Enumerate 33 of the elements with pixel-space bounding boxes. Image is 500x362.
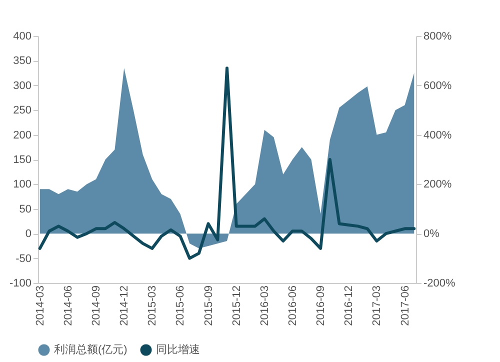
y-tick-label: -50 [16,252,32,265]
x-tick-label: 2016-12 [343,286,356,326]
y-tick-label: 100 [13,178,32,191]
legend-label: 利润总额(亿元) [54,343,128,356]
y2-tick-label: 600% [424,80,452,92]
x-tick-label: 2015-06 [174,286,187,326]
x-tick-label: 2017-06 [399,286,412,326]
x-tick-label: 2014-12 [118,286,131,326]
x-tick-label: 2016-09 [315,286,328,326]
y-tick-label: -100 [9,278,32,290]
x-tick-label: 2016-03 [258,286,271,326]
y-tick-label: 350 [13,55,32,68]
x-tick-label: 2014-06 [62,286,74,326]
x-tick-label: 2015-03 [146,286,159,326]
y-tick-label: 250 [13,104,32,117]
legend-label: 同比增速 [156,343,200,356]
x-tick-label: 2015-09 [202,286,215,326]
x-tick-label: 2015-12 [230,286,243,326]
y2-tick-label: 0% [424,228,440,240]
y2-tick-label: 400% [424,129,452,142]
y-tick-label: 50 [19,203,32,216]
y-tick-label: 200 [13,129,32,142]
y-tick-label: 150 [13,154,32,166]
y-tick-label: 0 [25,228,32,240]
y2-tick-label: 800% [424,30,452,42]
x-tick-label: 2014-09 [90,286,103,326]
y2-tick-label: -200% [424,278,456,290]
y-tick-label: 400 [13,30,32,42]
x-tick-label: 2016-06 [286,286,299,326]
y2-tick-label: 200% [424,178,452,191]
y-tick-label: 300 [13,80,32,92]
x-tick-label: 2017-03 [371,286,384,326]
x-tick-label: 2014-03 [34,286,46,326]
